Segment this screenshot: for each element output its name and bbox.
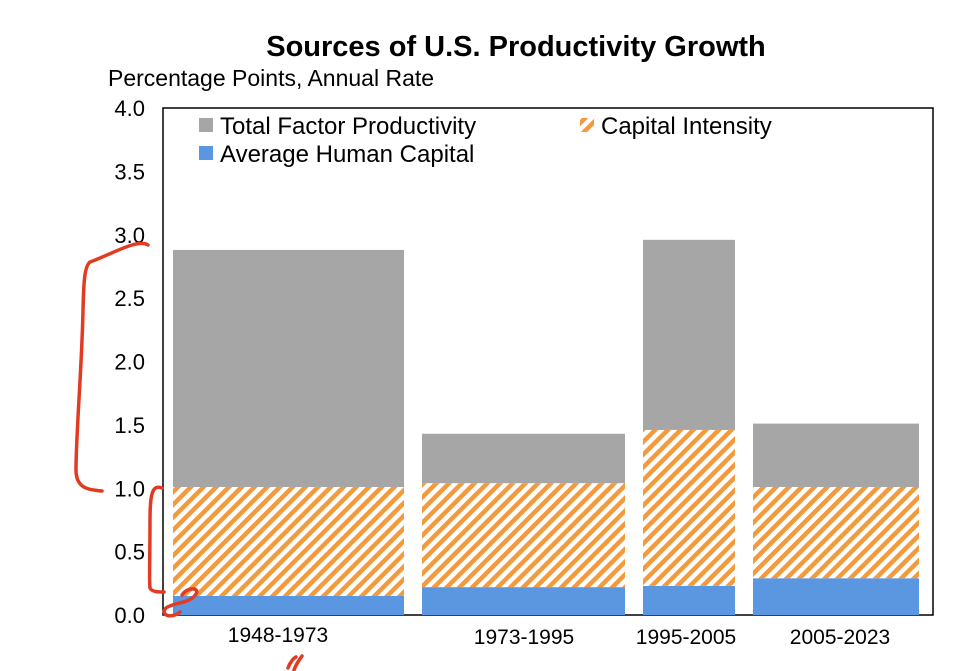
legend-swatch-capital-intensity xyxy=(580,118,594,132)
red-bracket-lower xyxy=(147,485,166,594)
red-mark-bottom xyxy=(286,654,304,671)
bar-average-human-capital-1995-2005 xyxy=(643,585,735,615)
y-tick-label: 2.5 xyxy=(114,286,145,311)
red-bracket-upper xyxy=(74,241,150,493)
y-tick-label: 2.0 xyxy=(114,350,145,375)
y-tick-label: 0.5 xyxy=(114,540,145,565)
bar-total-factor-productivity-1995-2005 xyxy=(643,239,735,430)
bar-average-human-capital-2005-2023 xyxy=(753,578,919,615)
y-tick-label: 0.0 xyxy=(114,603,145,628)
x-axis: 1948-1973 1973-1995 1995-2005 2005-2023 xyxy=(228,624,890,649)
legend-label-total-factor-productivity: Total Factor Productivity xyxy=(220,113,476,140)
legend-label-capital-intensity: Capital Intensity xyxy=(601,113,772,140)
bar-average-human-capital-1948-1973 xyxy=(173,595,404,615)
chart-title: Sources of U.S. Productivity Growth xyxy=(266,31,766,63)
y-axis: 0.00.51.01.52.02.53.03.54.0 xyxy=(114,96,145,628)
x-category-label: 1973-1995 xyxy=(474,626,574,649)
legend-swatch-average-human-capital xyxy=(199,146,213,160)
y-tick-label: 3.5 xyxy=(114,159,145,184)
bar-capital-intensity-2005-2023 xyxy=(753,486,919,579)
y-tick-label: 1.0 xyxy=(114,476,145,501)
chart-subtitle: Percentage Points, Annual Rate xyxy=(108,65,434,91)
bar-total-factor-productivity-1948-1973 xyxy=(173,249,404,487)
bar-total-factor-productivity-2005-2023 xyxy=(753,423,919,487)
bar-average-human-capital-1973-1995 xyxy=(422,587,625,615)
bars xyxy=(173,239,919,615)
bar-capital-intensity-1973-1995 xyxy=(422,483,625,588)
red-scribble xyxy=(162,587,199,618)
bar-capital-intensity-1948-1973 xyxy=(173,486,404,596)
x-category-label: 1948-1973 xyxy=(228,624,328,647)
x-category-label: 1995-2005 xyxy=(636,626,736,649)
y-tick-label: 1.5 xyxy=(114,413,145,438)
legend-label-average-human-capital: Average Human Capital xyxy=(220,141,474,168)
bar-capital-intensity-1995-2005 xyxy=(643,429,735,586)
x-category-label: 2005-2023 xyxy=(790,626,890,649)
y-tick-label: 4.0 xyxy=(114,96,145,121)
legend: Total Factor Productivity Capital Intensi… xyxy=(199,113,772,168)
bar-total-factor-productivity-1973-1995 xyxy=(422,433,625,484)
legend-swatch-total-factor-productivity xyxy=(199,118,213,132)
red-bracket-annotations xyxy=(74,241,304,671)
